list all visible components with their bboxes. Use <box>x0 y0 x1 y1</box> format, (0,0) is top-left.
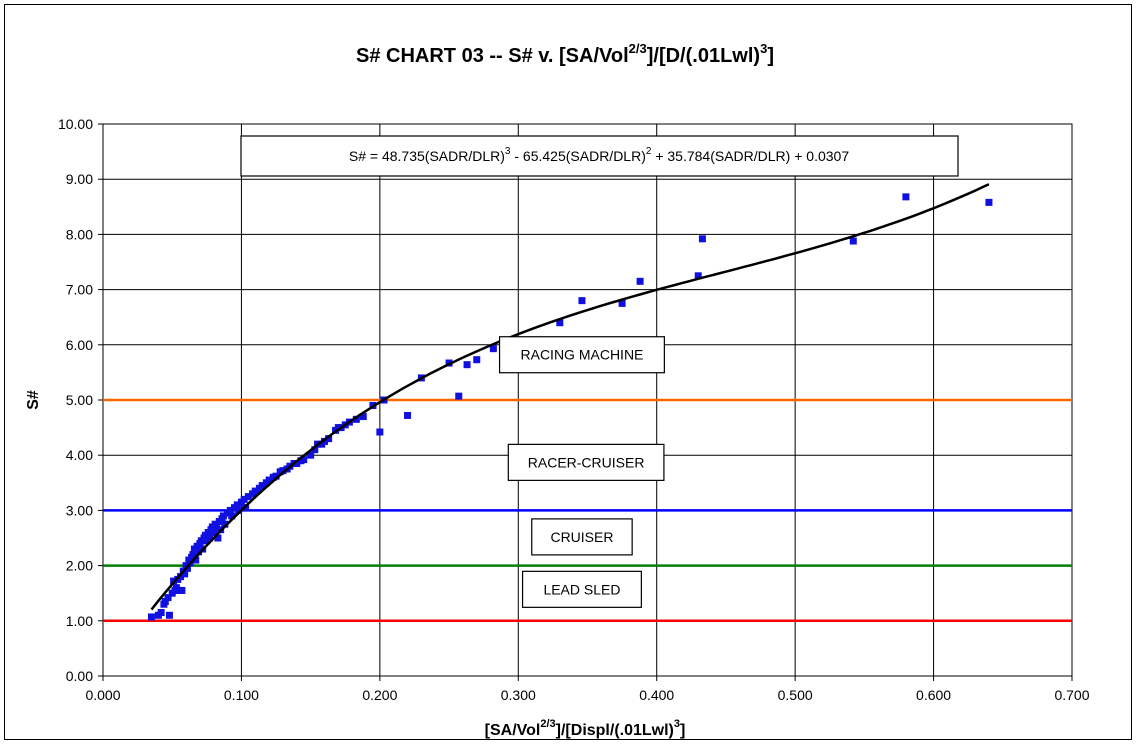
tick-labels: 0.00 1.00 2.00 3.00 4.00 5.00 6.00 7.00 8.00 9.00… <box>58 116 1090 703</box>
data-point <box>404 411 412 419</box>
data-point <box>258 482 266 490</box>
y-tick-label: 8.00 <box>66 226 93 242</box>
data-point <box>300 456 308 464</box>
data-point <box>157 609 165 617</box>
category-label-box <box>521 570 642 608</box>
y-tick-label: 3.00 <box>66 502 93 518</box>
data-point <box>307 451 315 459</box>
data-point <box>213 523 221 531</box>
y-tick-label: 9.00 <box>66 171 93 187</box>
data-point <box>556 319 564 327</box>
data-point <box>352 415 360 423</box>
equation-box-frame <box>240 135 959 177</box>
y-tick-label: 7.00 <box>66 282 93 298</box>
data-point <box>359 413 367 421</box>
data-point <box>473 356 481 364</box>
data-point <box>244 493 252 501</box>
data-point <box>463 361 471 369</box>
trendline-equation: S# = 48.735(SADR/DLR)3 - 65.425(SADR/DLR… <box>349 146 849 164</box>
data-point <box>210 528 218 536</box>
category-labels: RACING MACHINE RACER-CRUISER CRUISER LEAD S… <box>498 336 665 608</box>
x-tick-label: 0.500 <box>778 687 813 703</box>
data-point <box>325 435 333 443</box>
x-tick-label: 0.600 <box>916 687 951 703</box>
data-point <box>206 534 214 542</box>
data-point <box>240 495 248 503</box>
y-axis-title: S# <box>25 390 42 410</box>
category-label-box <box>507 443 665 481</box>
data-point <box>265 476 273 484</box>
data-point <box>235 506 243 514</box>
data-point <box>694 272 702 280</box>
data-point <box>311 446 319 454</box>
data-point <box>618 299 626 307</box>
trendline <box>150 183 990 611</box>
data-point <box>849 237 857 245</box>
threshold-lines <box>103 398 1072 623</box>
data-point <box>320 437 328 445</box>
data-point <box>195 548 203 556</box>
data-point <box>578 297 586 305</box>
data-point <box>489 345 497 353</box>
data-point <box>164 594 172 602</box>
data-point <box>177 573 185 581</box>
y-tick-label: 5.00 <box>66 392 93 408</box>
data-point <box>376 428 384 436</box>
y-tick-label: 4.00 <box>66 447 93 463</box>
x-tick-label: 0.000 <box>85 687 120 703</box>
data-point <box>455 392 463 400</box>
data-point <box>147 613 155 621</box>
category-label: CRUISER <box>550 529 613 545</box>
equation-box: S# = 48.735(SADR/DLR)3 - 65.425(SADR/DLR… <box>240 135 959 177</box>
data-point <box>181 570 189 578</box>
data-point <box>279 467 287 475</box>
category-label: RACING MACHINE <box>521 347 644 363</box>
data-point <box>178 586 186 594</box>
data-point <box>192 556 200 564</box>
x-tick-label: 0.300 <box>501 687 536 703</box>
data-point <box>272 472 280 480</box>
x-tick-label: 0.400 <box>639 687 674 703</box>
data-point <box>636 277 644 285</box>
category-label-box <box>531 518 633 556</box>
data-point <box>902 193 910 201</box>
x-tick-label: 0.100 <box>224 687 259 703</box>
data-point <box>233 501 241 509</box>
y-tick-label: 2.00 <box>66 558 93 574</box>
data-point <box>293 459 301 467</box>
y-tick-label: 6.00 <box>66 337 93 353</box>
data-point <box>165 611 173 619</box>
category-label: LEAD SLED <box>543 581 620 597</box>
x-tick-label: 0.200 <box>362 687 397 703</box>
data-point <box>189 551 197 559</box>
y-tick-label: 0.00 <box>66 668 93 684</box>
y-tick-label: 1.00 <box>66 613 93 629</box>
data-point <box>251 487 259 495</box>
data-point <box>226 506 234 514</box>
category-label-box <box>498 336 665 374</box>
data-point <box>219 512 227 520</box>
trendline-layer <box>150 183 990 611</box>
data-point <box>161 597 169 605</box>
data-point <box>221 520 229 528</box>
chart-title: S# CHART 03 -- S# v. [SA/Vol2/3]/[D/(.01… <box>356 41 774 67</box>
x-tick-label: 0.700 <box>1054 687 1089 703</box>
data-point <box>985 198 993 206</box>
category-label: RACER-CRUISER <box>528 454 645 470</box>
x-axis-title: [SA/Vol2/3]/[Displ/(.01Lwl)3] <box>485 718 686 739</box>
data-point <box>228 512 236 520</box>
data-point <box>214 534 222 542</box>
y-tick-label: 10.00 <box>58 116 93 132</box>
data-point <box>698 235 706 243</box>
